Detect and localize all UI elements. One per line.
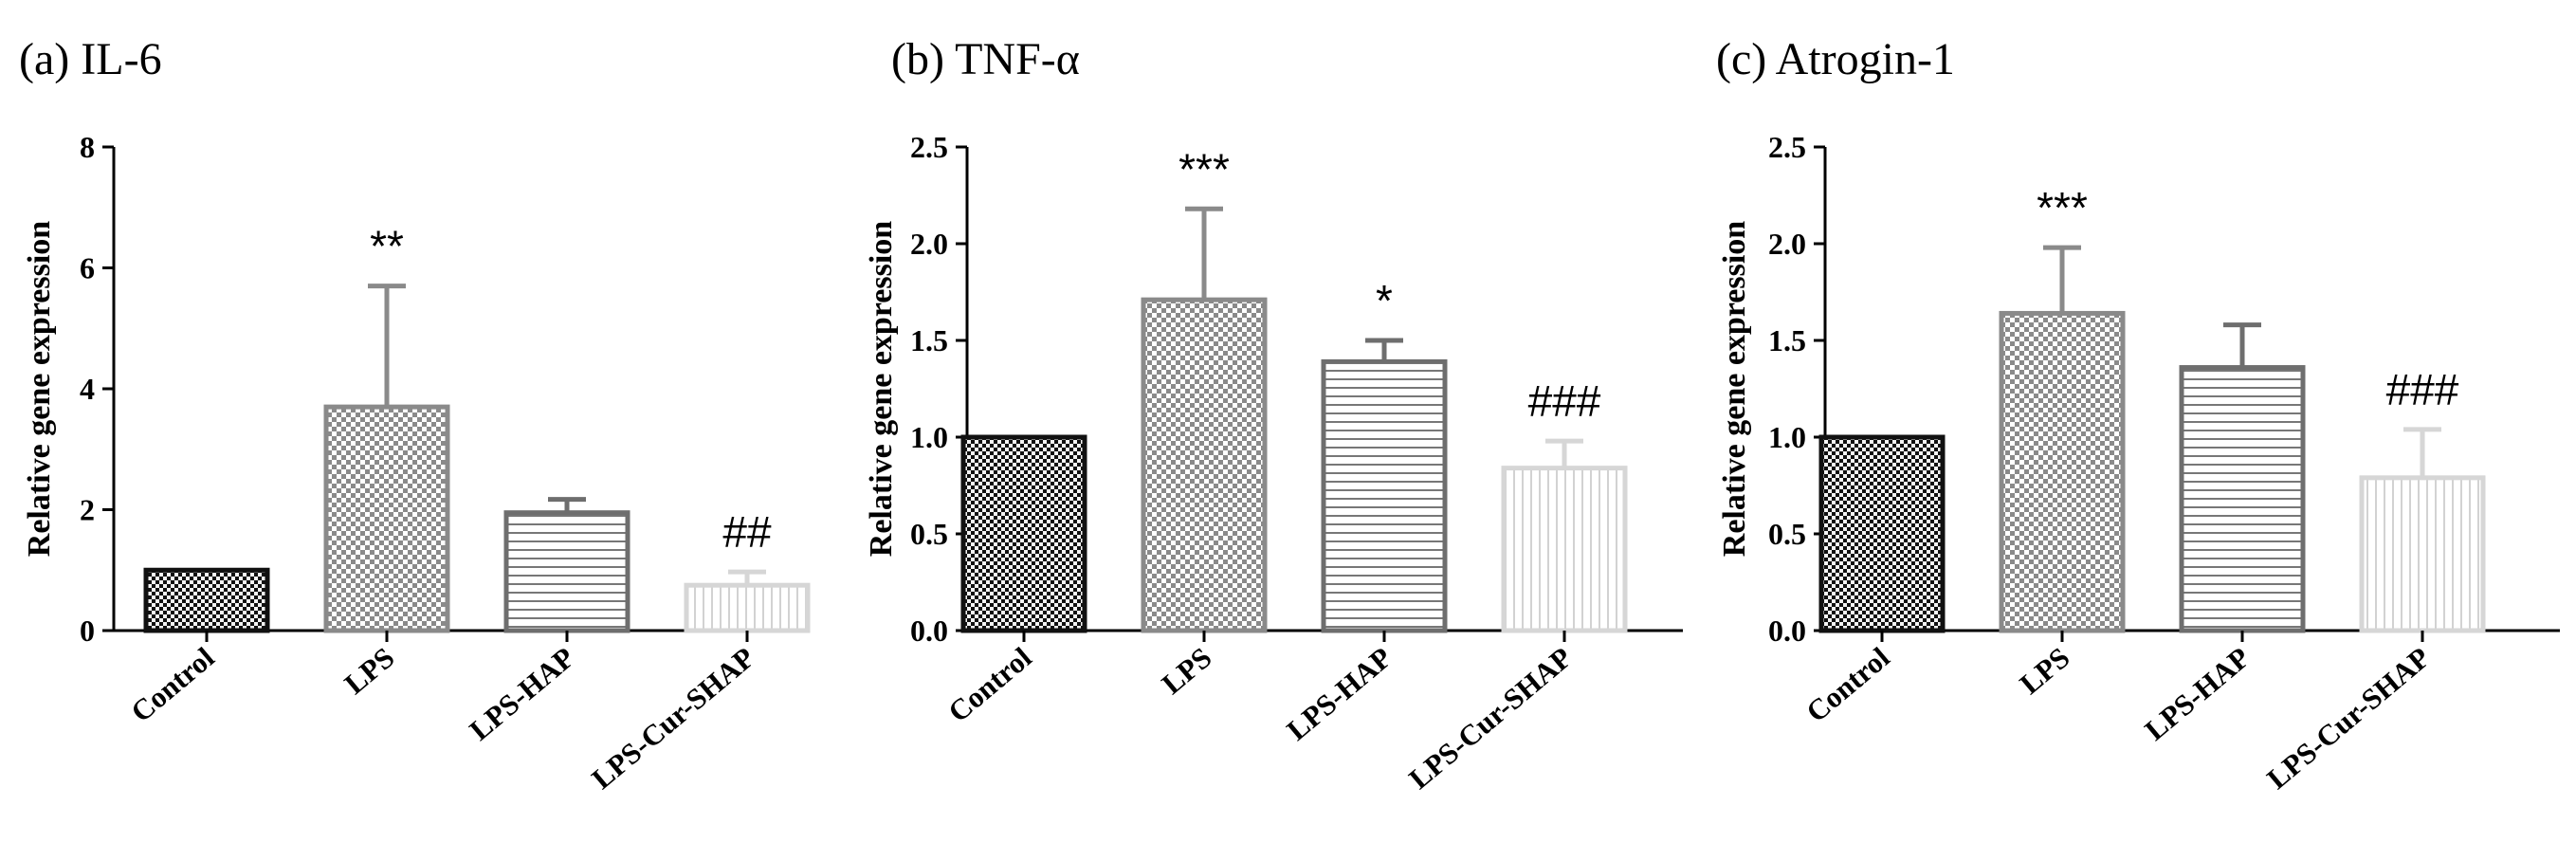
y-tick-label: 2.0 [1768, 227, 1806, 261]
y-tick-label: 2.5 [1768, 130, 1806, 164]
x-tick-label: LPS-Cur-SHAP [585, 641, 760, 796]
significance-label: ** [370, 222, 404, 271]
bar-lps [1141, 297, 1268, 633]
y-tick-label: 2.0 [910, 227, 948, 261]
bar-control [960, 434, 1087, 633]
panel-title: (a) IL-6 [19, 34, 162, 84]
x-tick-label: Control [1800, 640, 1896, 728]
bar-lps-hap [2179, 365, 2306, 633]
x-tick-label: LPS-Cur-SHAP [1402, 641, 1578, 796]
x-tick-label: LPS-Cur-SHAP [2260, 641, 2436, 796]
y-tick-label: 1.0 [910, 420, 948, 454]
significance-label: *** [1178, 144, 1230, 193]
bar-lps-cur-shap [684, 582, 811, 633]
x-tick-label: LPS [338, 641, 400, 701]
significance-label: *** [2037, 183, 2088, 232]
y-tick-label: 0.5 [1768, 517, 1806, 551]
x-tick-label: LPS [1155, 641, 1217, 701]
y-tick-label: 2.5 [910, 130, 948, 164]
y-tick-label: 2 [80, 493, 95, 527]
bar-control [1818, 434, 1946, 633]
bar-lps [323, 404, 450, 633]
y-tick-label: 1.5 [910, 323, 948, 357]
y-tick-label: 0.0 [910, 614, 948, 648]
x-tick-label: LPS-HAP [463, 641, 580, 747]
bar-lps-cur-shap [2359, 475, 2486, 633]
y-axis-label: Relative gene expression [864, 221, 899, 558]
significance-label: * [1376, 276, 1393, 325]
y-tick-label: 1.5 [1768, 323, 1806, 357]
chart-panel-2: (b) TNF-α Relative gene expression 0.0 0.5 1… [864, 34, 1683, 796]
bar-lps [1999, 310, 2126, 633]
y-axis-label: Relative gene expression [22, 221, 57, 558]
panel-title: (c) Atrogin-1 [1716, 34, 1955, 84]
chart-panel-1: (a) IL-6 Relative gene expression 0 2 4 6 8 Con… [19, 34, 811, 796]
chart-panel-3: (c) Atrogin-1 Relative gene expression 0.0… [1716, 34, 2560, 796]
y-tick-label: 4 [80, 372, 95, 406]
x-tick-label: LPS [2013, 641, 2075, 701]
y-axis-label: Relative gene expression [1717, 221, 1752, 558]
x-tick-label: LPS-HAP [1280, 641, 1398, 747]
bar-control [143, 567, 270, 633]
significance-label: ## [722, 507, 772, 557]
x-tick-label: Control [124, 640, 221, 728]
y-tick-label: 6 [80, 251, 95, 285]
y-tick-label: 1.0 [1768, 420, 1806, 454]
y-tick-label: 0.0 [1768, 614, 1806, 648]
significance-label: ### [2386, 365, 2459, 414]
y-tick-label: 0.5 [910, 517, 948, 551]
y-tick-label: 8 [80, 130, 95, 164]
panel-title: (b) TNF-α [891, 34, 1080, 84]
significance-label: ### [1528, 376, 1601, 426]
bar-lps-hap [503, 510, 630, 633]
bar-lps-hap [1321, 358, 1448, 633]
x-tick-label: LPS-HAP [2138, 641, 2256, 747]
bar-lps-cur-shap [1501, 466, 1628, 633]
y-tick-label: 0 [80, 614, 95, 648]
x-tick-label: Control [941, 640, 1038, 728]
